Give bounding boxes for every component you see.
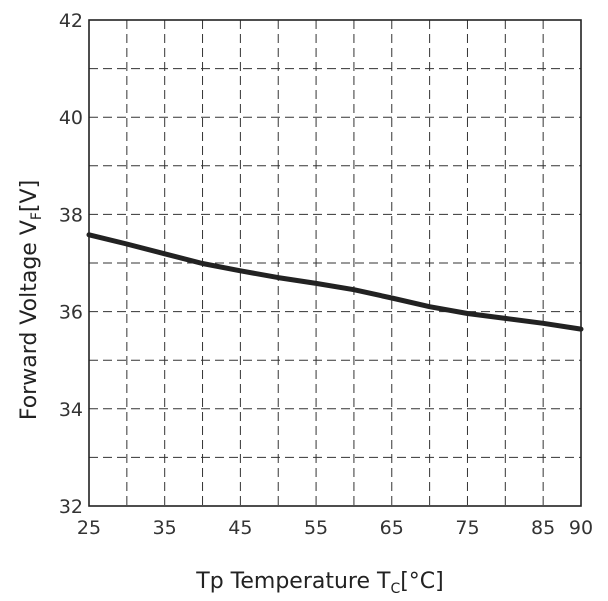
- x-tick-labels: 25 35 45 55 65 75 85 90: [77, 517, 593, 539]
- y-tick-label: 36: [59, 302, 83, 324]
- x-tick-label: 90: [569, 517, 593, 539]
- x-axis-title: Tp Temperature TC[°C]: [195, 569, 444, 597]
- y-tick-label: 40: [59, 107, 83, 129]
- y-tick-label: 32: [59, 496, 83, 518]
- plot-frame: [88, 19, 582, 507]
- y-tick-label: 38: [59, 204, 83, 226]
- x-axis-title-unit: [°C]: [400, 569, 444, 594]
- grid-lines: [89, 20, 581, 506]
- y-axis-title-subscript: F: [29, 212, 45, 220]
- x-tick-label: 45: [228, 517, 252, 539]
- y-tick-labels: 32 34 36 38 40 42: [59, 10, 83, 518]
- x-tick-label: 55: [304, 517, 328, 539]
- x-axis-title-subscript: C: [390, 581, 400, 597]
- x-tick-label: 65: [380, 517, 404, 539]
- y-axis-title-main: Forward Voltage V: [17, 220, 42, 420]
- x-axis-title-main: Tp Temperature T: [195, 569, 391, 594]
- y-axis-title-unit: [V]: [17, 180, 42, 212]
- x-tick-label: 25: [77, 517, 101, 539]
- x-tick-label: 75: [455, 517, 479, 539]
- x-tick-label: 35: [153, 517, 177, 539]
- y-tick-label: 34: [59, 399, 83, 421]
- series-layer: [86, 232, 584, 332]
- y-tick-label: 42: [59, 10, 83, 32]
- x-tick-label: 85: [531, 517, 555, 539]
- y-axis-title: Forward Voltage VF[V]: [17, 180, 45, 420]
- series-line-forward-voltage: [86, 232, 584, 332]
